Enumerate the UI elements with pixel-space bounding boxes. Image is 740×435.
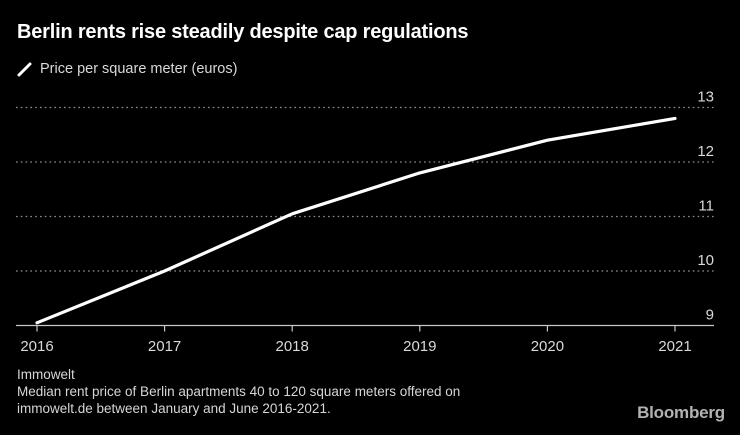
- chart-title: Berlin rents rise steadily despite cap r…: [17, 21, 469, 43]
- x-tick-label: 2019: [403, 338, 436, 355]
- note-line-1: Median rent price of Berlin apartments 4…: [17, 384, 461, 399]
- x-tick-label: 2021: [658, 338, 691, 355]
- legend: Price per square meter (euros): [17, 61, 237, 77]
- y-tick-label: 10: [697, 252, 714, 269]
- x-tick-label: 2018: [276, 338, 309, 355]
- y-tick-label: 12: [697, 143, 714, 160]
- x-tick-label: 2016: [20, 338, 53, 355]
- x-tick-label: 2017: [148, 338, 181, 355]
- note-line-2: immowelt.de between January and June 201…: [17, 401, 331, 416]
- source-label: Immowelt: [17, 367, 75, 382]
- line-series-icon: [17, 62, 32, 76]
- bloomberg-logo: Bloomberg: [637, 403, 725, 422]
- footnote: Immowelt Median rent price of Berlin apa…: [17, 366, 460, 417]
- legend-label: Price per square meter (euros): [40, 61, 238, 77]
- data-line: [35, 116, 677, 325]
- y-tick-label: 11: [698, 198, 714, 215]
- y-tick-label: 9: [706, 307, 714, 324]
- x-tick-label: 2020: [531, 338, 564, 355]
- y-tick-label: 13: [697, 89, 714, 106]
